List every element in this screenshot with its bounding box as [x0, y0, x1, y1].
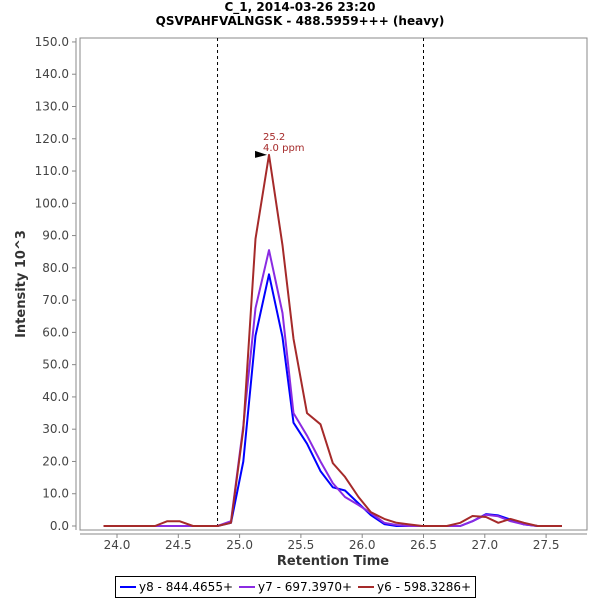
y-tick-label: 150.0	[35, 35, 69, 49]
series-line-y6	[103, 153, 562, 527]
legend-swatch	[120, 586, 136, 588]
chart-title: C_1, 2014-03-26 23:20	[224, 0, 376, 14]
legend: y8 - 844.4655+ y7 - 697.3970+ y6 - 598.328…	[115, 576, 477, 598]
chart-subtitle: QSVPAHFVALNGSK - 488.5959+++ (heavy)	[155, 14, 445, 28]
x-tick-label: 26.0	[349, 538, 376, 552]
series-line-y7	[103, 249, 562, 527]
legend-label: y8 - 844.4655+	[139, 580, 234, 594]
y-tick-label: 90.0	[42, 229, 69, 243]
legend-label: y7 - 697.3970+	[258, 580, 353, 594]
x-tick-label: 27.0	[471, 538, 498, 552]
y-tick-label: 40.0	[42, 390, 69, 404]
x-tick-label: 24.5	[165, 538, 192, 552]
x-axis-label: Retention Time	[277, 554, 389, 569]
x-tick-label: 24.0	[104, 538, 131, 552]
y-tick-label: 20.0	[42, 454, 69, 468]
x-tick-label: 26.5	[410, 538, 437, 552]
y-tick-label: 70.0	[42, 293, 69, 307]
peak-ppm-label: 4.0 ppm	[263, 143, 305, 154]
legend-swatch	[358, 586, 375, 588]
y-tick-label: 30.0	[42, 422, 69, 436]
y-tick-label: 130.0	[35, 99, 69, 113]
legend-item: y8 - 844.4655+	[120, 580, 233, 594]
y-tick-label: 50.0	[42, 358, 69, 372]
plot-frame	[79, 37, 588, 531]
y-tick-label: 110.0	[35, 164, 69, 178]
y-tick-label: 120.0	[35, 132, 69, 146]
legend-swatch	[239, 586, 256, 588]
legend-item: y6 - 598.3286+	[358, 580, 471, 594]
y-tick-label: 10.0	[42, 487, 69, 501]
y-tick-label: 60.0	[42, 325, 69, 339]
y-tick-label: 80.0	[42, 261, 69, 275]
y-tick-label: 140.0	[35, 67, 69, 81]
y-tick-label: 100.0	[35, 196, 69, 210]
y-tick-label: 0.0	[50, 519, 69, 533]
peak-rt-label: 25.2	[263, 132, 285, 143]
legend-label: y6 - 598.3286+	[377, 580, 472, 594]
x-tick-label: 25.5	[288, 538, 315, 552]
peak-marker-arrow-icon	[255, 150, 268, 158]
x-tick-label: 27.5	[533, 538, 560, 552]
y-axis-label: Intensity 10^3	[14, 230, 29, 338]
legend-item: y7 - 697.3970+	[239, 580, 352, 594]
x-tick-label: 25.0	[226, 538, 253, 552]
